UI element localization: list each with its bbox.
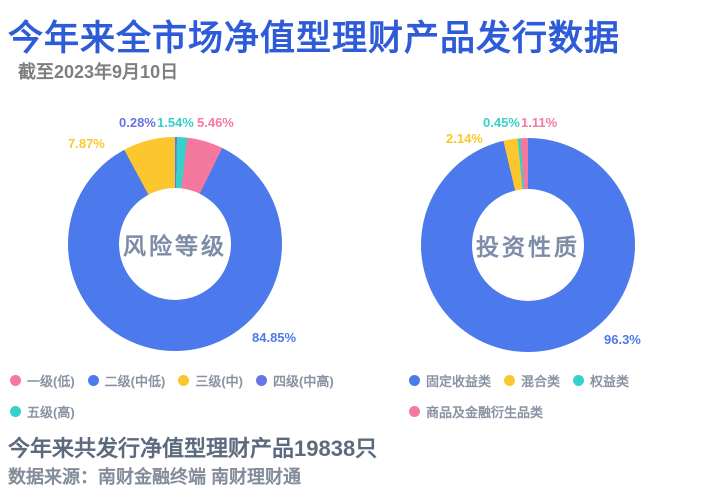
legend-dot	[178, 375, 190, 386]
donut-hole: 风险等级	[119, 188, 231, 300]
legend-item: 三级(中)	[178, 371, 243, 390]
legend-dot	[504, 375, 516, 386]
legend-item: 二级(中低)	[87, 371, 166, 390]
legend-label: 权益类	[590, 374, 630, 389]
legend-dot	[409, 406, 420, 417]
legend-item: 混合类	[504, 371, 560, 390]
page-title: 今年来全市场净值型理财产品发行数据	[8, 19, 621, 58]
investment-type-legend: 固定收益类 混合类 权益类商品及金融衍生品类	[409, 371, 702, 421]
legend-item: 权益类	[573, 371, 629, 390]
slice-value-label: 84.85%	[252, 330, 297, 345]
slice-value-label: 96.3%	[604, 332, 641, 347]
slice-value-label: 7.87%	[68, 136, 105, 151]
investment-type-donut-chart: 投资性质	[421, 138, 635, 352]
risk-level-legend: 一级(低) 二级(中低) 三级(中) 四级(中高) 五级(高)	[10, 371, 355, 421]
slice-value-label: 1.54%	[157, 115, 194, 130]
as-of-date: 截至2023年9月10日	[18, 62, 179, 82]
legend-label: 二级(中低)	[104, 374, 166, 389]
risk-level-donut-chart: 风险等级	[68, 137, 282, 351]
legend-dot	[256, 375, 268, 386]
legend-dot	[10, 375, 21, 386]
slice-value-label: 5.46%	[197, 115, 234, 130]
chart-center-label: 投资性质	[476, 234, 580, 260]
legend-dot	[409, 375, 420, 386]
slice-value-label: 2.14%	[446, 131, 483, 146]
chart-center-label: 风险等级	[123, 233, 227, 259]
slice-value-label: 1.11%	[521, 115, 558, 130]
legend-item: 四级(中高)	[256, 371, 334, 390]
legend-item: 商品及金融衍生品类	[409, 402, 543, 421]
legend-label: 商品及金融衍生品类	[426, 405, 544, 420]
donut-hole: 投资性质	[472, 189, 584, 301]
slice-value-label: 0.28%	[119, 115, 156, 130]
legend-dot	[87, 375, 99, 386]
legend-label: 一级(低)	[27, 374, 75, 389]
data-source: 数据来源：南财金融终端 南财理财通	[8, 467, 301, 487]
legend-label: 三级(中)	[195, 374, 244, 389]
legend-label: 混合类	[521, 374, 561, 389]
legend-label: 固定收益类	[426, 374, 492, 389]
legend-label: 五级(高)	[27, 405, 75, 420]
legend-item: 一级(低)	[10, 371, 75, 390]
slice-value-label: 0.45%	[483, 115, 520, 130]
summary-stat: 今年来共发行净值型理财产品19838只	[8, 436, 378, 461]
legend-item: 固定收益类	[409, 371, 491, 390]
legend-dot	[573, 375, 585, 386]
legend-dot	[10, 406, 21, 417]
legend-item: 五级(高)	[10, 402, 75, 421]
legend-label: 四级(中高)	[273, 374, 334, 389]
